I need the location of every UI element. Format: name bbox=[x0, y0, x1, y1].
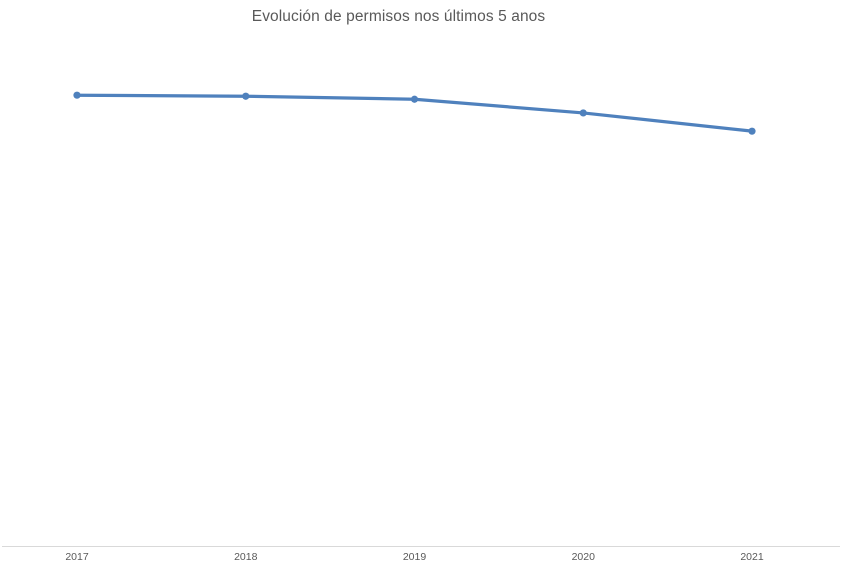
chart-title: Evolución de permisos nos últimos 5 anos bbox=[251, 8, 546, 25]
data-point-marker bbox=[748, 127, 756, 135]
data-point-marker bbox=[579, 109, 587, 117]
data-point-marker bbox=[410, 95, 419, 103]
data-point-marker bbox=[73, 91, 81, 99]
data-point-marker bbox=[242, 92, 250, 100]
